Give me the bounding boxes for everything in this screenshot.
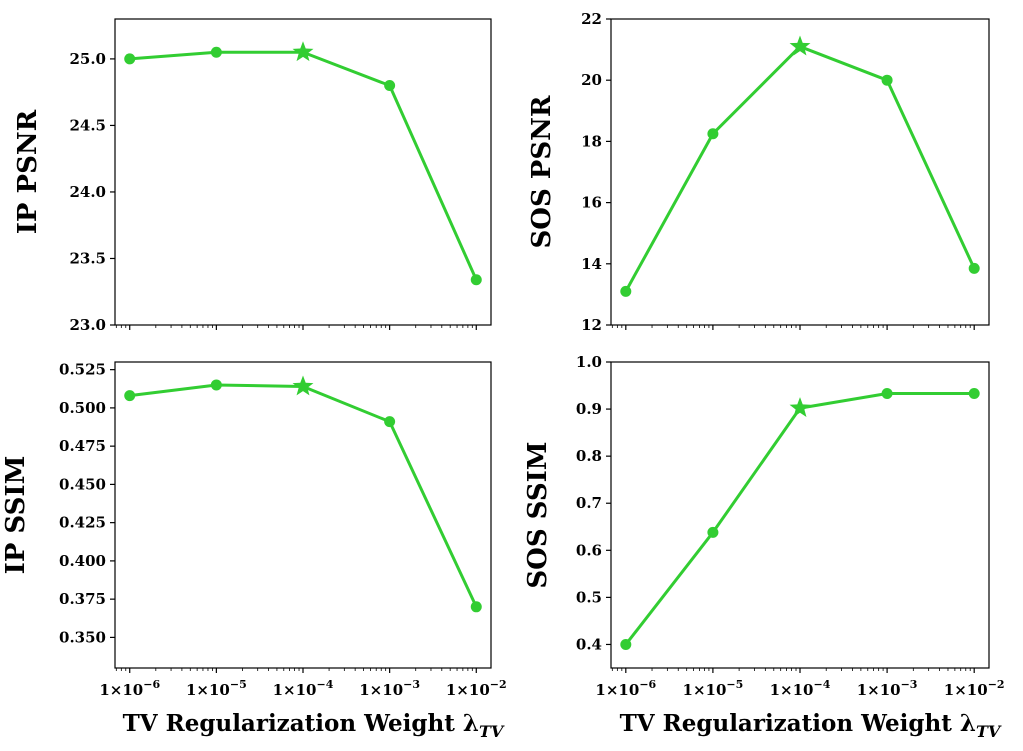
data-point <box>384 416 396 428</box>
y-tick-label: 0.7 <box>576 494 602 512</box>
y-axis-label: IP SSIM <box>1 456 31 575</box>
y-tick-label: 22 <box>581 10 602 28</box>
series-line <box>624 392 975 646</box>
y-tick-label: 0.450 <box>59 475 106 493</box>
y-tick-label: 0.500 <box>59 399 106 417</box>
y-tick-label: 0.9 <box>576 400 602 418</box>
data-point <box>968 388 980 400</box>
series-line <box>624 45 976 293</box>
data-point <box>707 128 719 140</box>
series-line <box>129 50 478 281</box>
x-tick-label: 1×10−4 <box>770 678 831 699</box>
y-tick-label: 0.6 <box>576 541 602 559</box>
x-axis-label: TV Regularization Weight λTV <box>123 710 505 741</box>
subplot-1: 23.0 23.5 24.0 24.5 25.0 IP PSNR <box>13 18 492 334</box>
x-axis-label: TV Regularization Weight λTV <box>620 710 1002 741</box>
best-point-star <box>789 35 811 56</box>
data-point <box>470 274 482 286</box>
y-axis-label: IP PSNR <box>13 109 43 234</box>
y-tick-label: 0.8 <box>576 447 602 465</box>
y-tick-label: 24.0 <box>69 183 106 201</box>
data-point <box>384 80 396 92</box>
y-tick-label: 25.0 <box>69 50 106 68</box>
data-point <box>470 601 482 613</box>
data-point <box>124 390 136 402</box>
y-tick-label: 24.5 <box>69 116 106 134</box>
data-point <box>620 638 632 650</box>
y-tick-label: 14 <box>581 255 602 273</box>
x-tick-label: 1×10−3 <box>359 678 420 699</box>
data-point <box>124 53 136 65</box>
y-tick-label: 1.0 <box>576 353 602 371</box>
x-tick-label: 1×10−6 <box>99 678 160 699</box>
y-tick-label: 0.400 <box>59 552 106 570</box>
data-point <box>881 74 893 86</box>
axes-frame <box>610 18 990 326</box>
y-tick-label: 0.525 <box>59 361 106 379</box>
subplot-4: 0.4 0.5 0.6 0.7 0.8 0.9 1.0 1×10−6 1×10−5 1×10−4 1… <box>523 353 1005 741</box>
y-tick-label: 12 <box>581 316 602 334</box>
x-tick-label: 1×10−2 <box>446 678 507 699</box>
x-tick-label: 1×10−2 <box>944 678 1005 699</box>
data-point <box>210 379 222 391</box>
y-tick-label: 0.425 <box>59 514 106 532</box>
y-tick-label: 0.4 <box>576 635 602 653</box>
x-tick-label: 1×10−4 <box>273 678 334 699</box>
y-axis-label: SOS SSIM <box>523 441 553 588</box>
subplot-3: 0.350 0.375 0.400 0.425 0.450 0.475 0.500 0.525… <box>1 361 507 741</box>
y-tick-label: 18 <box>581 132 602 150</box>
best-point-star <box>292 41 314 62</box>
best-point-star <box>789 397 811 418</box>
x-tick-label: 1×10−6 <box>595 678 656 699</box>
y-tick-label: 20 <box>581 71 602 89</box>
y-tick-label: 0.375 <box>59 590 106 608</box>
y-tick-label: 0.350 <box>59 628 106 646</box>
subplot-2: 12 14 16 18 20 22 SOS PSNR <box>527 10 990 334</box>
series-line <box>129 383 478 608</box>
x-tick-label: 1×10−5 <box>683 678 744 699</box>
y-tick-label: 16 <box>581 194 602 212</box>
data-point <box>968 262 980 274</box>
best-point-star <box>292 375 314 396</box>
data-point <box>881 388 893 400</box>
y-tick-label: 23.0 <box>69 316 106 334</box>
axes-frame <box>114 18 492 326</box>
y-tick-label: 0.475 <box>59 437 106 455</box>
y-axis-label: SOS PSNR <box>527 95 557 248</box>
y-tick-label: 23.5 <box>69 249 106 267</box>
x-tick-label: 1×10−5 <box>186 678 247 699</box>
data-point <box>707 526 719 538</box>
x-tick-label: 1×10−3 <box>857 678 918 699</box>
data-point <box>210 46 222 58</box>
data-point <box>620 285 632 297</box>
y-tick-label: 0.5 <box>576 588 602 606</box>
